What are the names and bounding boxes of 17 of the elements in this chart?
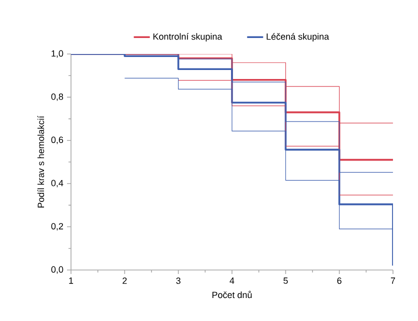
y-tick-label: 0,0: [51, 266, 64, 274]
y-tick-label: 0,4: [51, 180, 64, 188]
y-axis-title: Podíl krav s hemolakcií: [37, 116, 44, 208]
y-tick-label: 0,8: [51, 93, 64, 101]
x-tick-label: 7: [390, 278, 396, 284]
x-tick-label: 2: [122, 278, 127, 284]
legend-label: Léčená skupina: [266, 33, 330, 42]
x-tick-label: 5: [284, 278, 288, 284]
x-tick-label: 4: [230, 278, 234, 284]
y-tick-label: 1,0: [52, 50, 64, 58]
legend-label: Kontrolní skupina: [153, 33, 222, 42]
x-tick-label: 6: [337, 278, 342, 284]
x-axis-title: Počet dnů: [212, 290, 252, 298]
x-tick-label: 1: [69, 278, 74, 284]
x-tick-label: 3: [176, 278, 180, 284]
y-tick-label: 0,6: [51, 136, 64, 144]
y-tick-label: 0,2: [51, 223, 64, 230]
